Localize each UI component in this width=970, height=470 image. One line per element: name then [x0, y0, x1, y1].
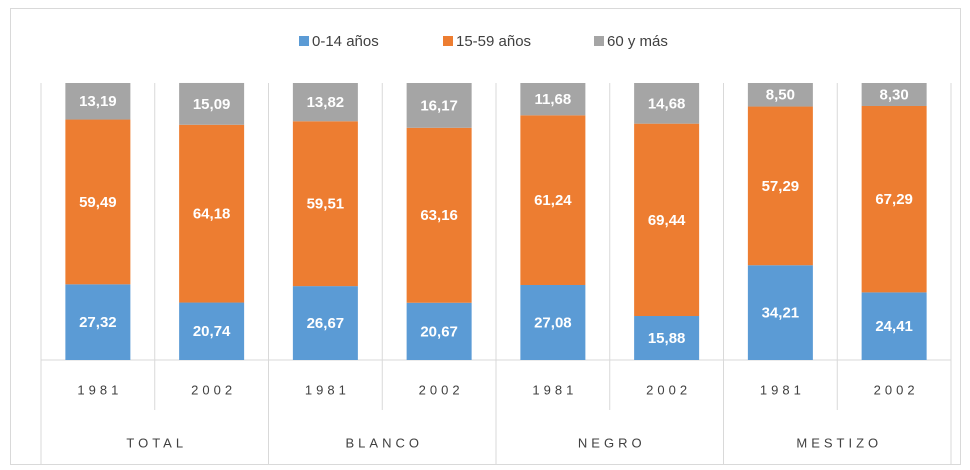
bar-segment: [65, 284, 131, 360]
data-label: 63,16: [420, 207, 458, 224]
bar-segment: [861, 83, 927, 106]
data-label: 15,09: [193, 96, 231, 113]
bar-segment: [292, 286, 358, 360]
x-tick-label: 1981: [760, 382, 805, 397]
data-label: 16,17: [420, 97, 458, 114]
data-label: 57,29: [762, 178, 800, 195]
data-label: 61,24: [534, 192, 572, 209]
data-label: 69,44: [648, 212, 686, 229]
bar-segment: [406, 127, 472, 303]
data-label: 8,50: [766, 87, 795, 104]
legend-swatch: [594, 36, 604, 46]
data-label: 13,82: [307, 94, 345, 111]
bar-segment: [179, 82, 245, 125]
data-label: 8,30: [880, 86, 909, 103]
legend-label: 15-59 años: [456, 33, 531, 50]
bar-segment: [65, 119, 131, 285]
x-tick-label: 2002: [874, 382, 919, 397]
data-label: 14,68: [648, 95, 686, 112]
legend-label: 60 y más: [607, 33, 668, 50]
bar-segment: [292, 83, 358, 122]
data-label: 27,32: [79, 314, 117, 331]
data-label: 26,67: [307, 315, 345, 332]
data-label: 67,29: [875, 191, 913, 208]
data-label: 27,08: [534, 314, 572, 331]
group-label: MESTIZO: [796, 435, 882, 450]
bar-segment: [634, 83, 700, 124]
bar-segment: [179, 124, 245, 303]
data-label: 20,74: [193, 323, 231, 340]
bar-segment: [861, 292, 927, 360]
data-label: 13,19: [79, 93, 117, 110]
legend-label: 0-14 años: [312, 33, 379, 50]
data-label: 15,88: [648, 330, 686, 347]
bar-segment: [861, 105, 927, 293]
bar-segment: [747, 106, 813, 266]
bar-segment: [406, 302, 472, 360]
data-label: 24,41: [875, 318, 913, 335]
bar-segment: [406, 83, 472, 128]
x-tick-label: 1981: [532, 382, 577, 397]
group-label: NEGRO: [578, 435, 646, 450]
data-label: 11,68: [535, 91, 572, 108]
data-label: 59,51: [307, 196, 345, 213]
x-tick-label: 2002: [191, 382, 236, 397]
bar-segment: [747, 265, 813, 360]
bar-segment: [179, 302, 245, 360]
data-label: 59,49: [79, 194, 117, 211]
bar-segment: [65, 83, 131, 120]
bar-segment: [520, 284, 586, 360]
data-label: 34,21: [762, 305, 800, 322]
bar-segment: [634, 123, 700, 317]
bar-segment: [520, 115, 586, 285]
data-label: 20,67: [420, 323, 458, 340]
x-tick-label: 2002: [419, 382, 464, 397]
bar-segment: [292, 121, 358, 287]
group-label: TOTAL: [126, 435, 187, 450]
legend-swatch: [443, 36, 453, 46]
x-tick-label: 1981: [305, 382, 350, 397]
x-tick-label: 2002: [646, 382, 691, 397]
x-tick-label: 1981: [77, 382, 122, 397]
bar-segment: [520, 83, 586, 116]
bar-segment: [634, 316, 700, 360]
bar-segment: [747, 83, 813, 107]
chart-frame: [10, 8, 961, 465]
legend-swatch: [299, 36, 309, 46]
group-label: BLANCO: [346, 435, 423, 450]
data-label: 64,18: [193, 206, 231, 223]
